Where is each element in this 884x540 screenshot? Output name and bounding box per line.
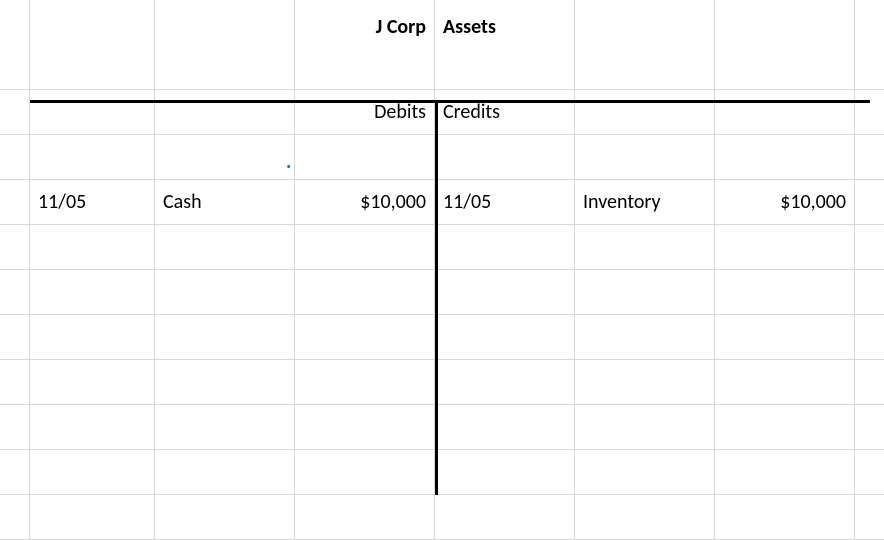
cell[interactable] — [855, 315, 884, 360]
cell[interactable] — [30, 495, 155, 540]
stub-cell[interactable] — [0, 450, 30, 495]
cell[interactable] — [575, 90, 715, 135]
cell[interactable] — [155, 405, 295, 450]
cell[interactable] — [715, 405, 855, 450]
cell[interactable] — [30, 90, 155, 135]
cell[interactable] — [295, 405, 435, 450]
stub-cell[interactable] — [0, 315, 30, 360]
debit-amount[interactable]: $10,000 — [295, 180, 435, 225]
cell[interactable] — [855, 135, 884, 180]
cell[interactable] — [575, 315, 715, 360]
cell[interactable] — [575, 270, 715, 315]
cell[interactable] — [855, 225, 884, 270]
cell[interactable] — [435, 450, 575, 495]
stub-cell[interactable] — [0, 135, 30, 180]
cell[interactable] — [855, 90, 884, 135]
cell[interactable] — [855, 270, 884, 315]
stub-cell[interactable] — [0, 225, 30, 270]
cell[interactable] — [155, 450, 295, 495]
stub-cell[interactable] — [0, 495, 30, 540]
stub-cell[interactable] — [0, 90, 30, 135]
cell[interactable] — [435, 225, 575, 270]
cell[interactable] — [575, 405, 715, 450]
cell[interactable] — [435, 360, 575, 405]
debit-date[interactable]: 11/05 — [30, 180, 155, 225]
credit-account[interactable]: Inventory — [575, 180, 715, 225]
cell[interactable] — [295, 45, 435, 90]
debit-account[interactable]: Cash — [155, 180, 295, 225]
cell[interactable] — [155, 225, 295, 270]
stub-cell[interactable] — [0, 405, 30, 450]
cell[interactable] — [435, 495, 575, 540]
cell[interactable] — [30, 135, 155, 180]
cell[interactable] — [295, 495, 435, 540]
stray-dot: . — [286, 150, 291, 174]
cell[interactable] — [575, 225, 715, 270]
cell[interactable] — [155, 90, 295, 135]
cell[interactable] — [575, 360, 715, 405]
stub-cell[interactable] — [0, 180, 30, 225]
cell[interactable] — [855, 405, 884, 450]
stub-cell[interactable] — [0, 360, 30, 405]
cell[interactable] — [715, 90, 855, 135]
t-account-center-divider — [435, 100, 438, 495]
t-account-top-border — [30, 100, 870, 103]
cell[interactable] — [575, 495, 715, 540]
cell[interactable] — [435, 270, 575, 315]
cell[interactable] — [855, 495, 884, 540]
credit-date[interactable]: 11/05 — [435, 180, 575, 225]
cell[interactable] — [155, 135, 295, 180]
cell[interactable] — [155, 270, 295, 315]
stub-cell[interactable] — [0, 45, 30, 90]
cell[interactable] — [435, 135, 575, 180]
cell[interactable] — [155, 45, 295, 90]
cell[interactable] — [295, 315, 435, 360]
cell[interactable] — [295, 270, 435, 315]
cell[interactable] — [715, 225, 855, 270]
cell[interactable] — [575, 450, 715, 495]
cell[interactable] — [715, 450, 855, 495]
cell[interactable] — [155, 495, 295, 540]
cell[interactable] — [155, 360, 295, 405]
cell[interactable] — [30, 360, 155, 405]
cell[interactable] — [715, 360, 855, 405]
cell[interactable] — [30, 450, 155, 495]
spreadsheet-grid[interactable]: J Corp Assets Debits Credits 11/05 Cash … — [0, 0, 884, 540]
header-debits[interactable]: Debits — [295, 90, 435, 135]
cell[interactable] — [30, 405, 155, 450]
cell[interactable] — [30, 45, 155, 90]
cell[interactable] — [295, 450, 435, 495]
cell[interactable] — [295, 225, 435, 270]
credit-amount[interactable]: $10,000 — [715, 180, 855, 225]
cell[interactable] — [855, 360, 884, 405]
cell[interactable] — [155, 315, 295, 360]
cell[interactable] — [855, 180, 884, 225]
cell[interactable] — [715, 135, 855, 180]
header-credits[interactable]: Credits — [435, 90, 575, 135]
cell[interactable] — [715, 270, 855, 315]
cell[interactable] — [855, 45, 884, 90]
cell[interactable] — [715, 315, 855, 360]
cell[interactable] — [715, 495, 855, 540]
cell[interactable] — [435, 405, 575, 450]
cell[interactable] — [435, 45, 575, 90]
cell[interactable] — [295, 360, 435, 405]
cell[interactable] — [30, 315, 155, 360]
stub-cell[interactable] — [0, 270, 30, 315]
cell[interactable] — [435, 315, 575, 360]
cell[interactable] — [575, 135, 715, 180]
cell[interactable] — [715, 45, 855, 90]
cell[interactable] — [295, 135, 435, 180]
cell[interactable] — [30, 225, 155, 270]
cell[interactable] — [30, 270, 155, 315]
cell[interactable] — [855, 450, 884, 495]
cell[interactable] — [575, 45, 715, 90]
